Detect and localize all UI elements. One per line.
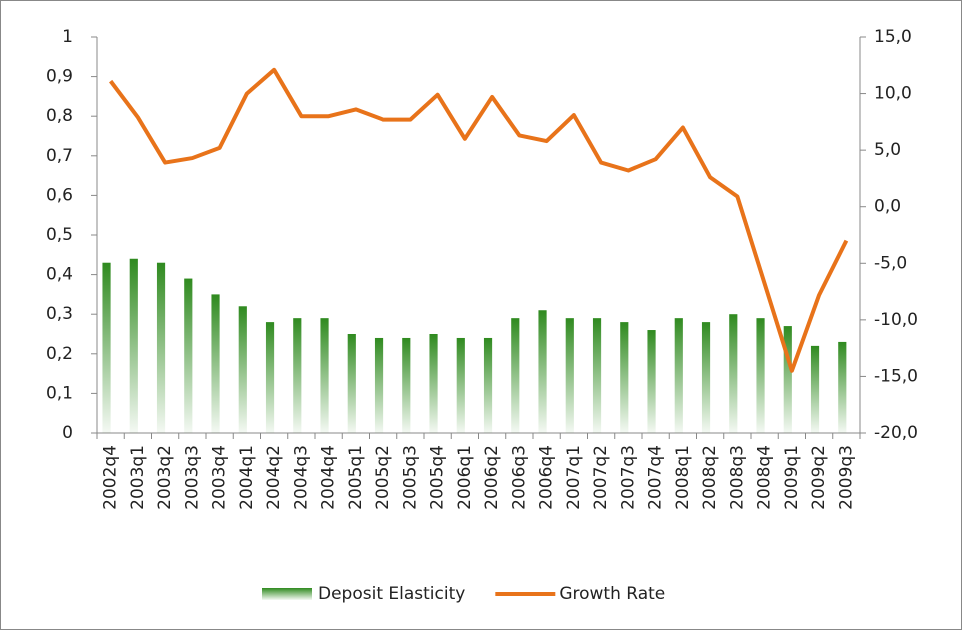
bar [538, 310, 547, 433]
bar [456, 337, 465, 433]
y2-tick-label: 0,0 [874, 197, 901, 217]
x-tick-label: 2003q2 [155, 445, 175, 510]
bar [647, 330, 656, 433]
bar [402, 337, 411, 433]
y2-tick-label: 15,0 [874, 27, 912, 47]
x-tick-label: 2003q4 [210, 445, 230, 510]
bar [374, 337, 384, 433]
y-tick-label: 0,9 [46, 67, 73, 87]
bar [293, 318, 302, 433]
x-tick-label: 2005q3 [400, 445, 420, 510]
x-tick-label: 2005q1 [346, 445, 366, 510]
x-tick-label: 2002q4 [101, 445, 121, 510]
x-tick-label: 2005q4 [428, 445, 448, 510]
bar [592, 318, 602, 433]
bar [129, 258, 138, 433]
bar [810, 345, 820, 433]
y-tick-label: 0,8 [46, 106, 73, 126]
bar [102, 262, 111, 433]
bar [620, 322, 629, 433]
x-tick-label: 2006q3 [509, 445, 529, 510]
x-tick-label: 2008q3 [727, 445, 747, 510]
x-tick-label: 2009q3 [836, 445, 856, 510]
y-tick-label: 0,3 [46, 304, 73, 324]
x-tick-label: 2004q1 [237, 445, 257, 510]
line [109, 67, 849, 373]
bar [511, 318, 520, 433]
x-tick-label: 2004q2 [264, 445, 284, 510]
y-tick-label: 0,4 [46, 265, 73, 285]
x-tick-label: 2008q2 [700, 445, 720, 510]
x-tick-label: 2007q1 [564, 445, 584, 510]
bar [674, 318, 683, 433]
x-tick-label: 2008q1 [673, 445, 693, 510]
x-tick-label: 2007q3 [618, 445, 638, 510]
bar [211, 294, 220, 433]
x-tick-label: 2003q1 [128, 445, 148, 510]
y-tick-label: 0,6 [46, 185, 73, 205]
legend-label: Deposit Elasticity [318, 584, 465, 604]
x-tick-label: 2003q3 [182, 445, 202, 510]
y2-tick-label: -15,0 [874, 366, 918, 386]
y-tick-label: 0,5 [46, 225, 73, 245]
y-tick-label: 0,2 [46, 344, 73, 364]
x-tick-label: 2005q2 [373, 445, 393, 510]
x-tick-label: 2006q2 [482, 445, 502, 510]
y-tick-label: 0,7 [46, 146, 73, 166]
y2-tick-label: 5,0 [874, 140, 901, 160]
y2-tick-label: -10,0 [874, 310, 918, 330]
bar [701, 322, 711, 433]
x-tick-label: 2007q4 [646, 445, 666, 510]
legend-label: Growth Rate [559, 584, 665, 604]
bar [265, 322, 275, 433]
y-tick-label: 0,1 [46, 383, 73, 403]
bar [347, 334, 356, 433]
bar [783, 326, 792, 433]
x-tick-label: 2009q1 [782, 445, 802, 510]
y-tick-label: 1 [62, 27, 73, 47]
y-tick-label: 0 [62, 423, 73, 443]
bar [838, 341, 847, 433]
bar [184, 278, 193, 433]
bar [156, 262, 166, 433]
bar [729, 314, 738, 433]
x-tick-label: 2006q4 [537, 445, 557, 510]
x-tick-label: 2007q2 [591, 445, 611, 510]
y2-tick-label: -20,0 [874, 423, 918, 443]
x-tick-label: 2008q4 [755, 445, 775, 510]
y2-tick-label: 10,0 [874, 84, 912, 104]
x-tick-label: 2004q3 [291, 445, 311, 510]
y2-tick-label: -5,0 [874, 253, 907, 273]
x-tick-label: 2004q4 [319, 445, 339, 510]
bar [565, 318, 574, 433]
x-tick-label: 2009q2 [809, 445, 829, 510]
bar [238, 306, 247, 433]
bar [756, 318, 765, 433]
bar [320, 318, 329, 433]
bar [483, 337, 493, 433]
legend-swatch [262, 588, 312, 600]
x-tick-label: 2006q1 [455, 445, 475, 510]
bar [429, 334, 438, 433]
